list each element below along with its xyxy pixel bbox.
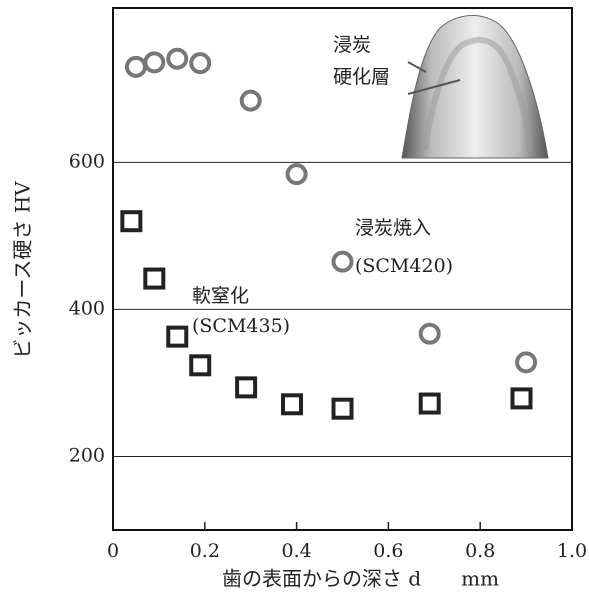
square-point bbox=[191, 356, 209, 374]
square-point bbox=[237, 378, 255, 396]
square-point bbox=[513, 389, 531, 407]
y-tick-label: 600 bbox=[69, 150, 105, 172]
x-tick-label: 1.0 bbox=[557, 540, 587, 562]
circle-point bbox=[421, 325, 439, 343]
y-tick-label: 400 bbox=[69, 297, 105, 319]
y-tick-label: 200 bbox=[69, 444, 105, 466]
square-point bbox=[145, 270, 163, 288]
circle-point bbox=[127, 58, 145, 76]
circle-point bbox=[288, 165, 306, 183]
square-point bbox=[334, 400, 352, 418]
square-point bbox=[168, 328, 186, 346]
annotation: 軟窒化 bbox=[192, 285, 249, 307]
chart: 歯の表面からの深さ d mm ビッカース硬さ HV 200 400 600 0 0.2 0… bbox=[0, 0, 589, 612]
annotation: 硬化層 bbox=[333, 66, 390, 88]
x-tick-label: 0.2 bbox=[190, 540, 220, 562]
x-tick-label: 0.6 bbox=[373, 540, 403, 562]
x-axis-label: 歯の表面からの深さ d mm bbox=[222, 567, 499, 591]
annotation: 浸炭焼入 bbox=[355, 217, 431, 239]
circle-point bbox=[334, 253, 352, 271]
circle-point bbox=[191, 54, 209, 72]
circle-point bbox=[145, 53, 163, 71]
square-point bbox=[283, 395, 301, 413]
square-point bbox=[421, 395, 439, 413]
circle-point bbox=[242, 92, 260, 110]
annotation: 浸炭 bbox=[333, 34, 371, 56]
x-tick-label: 0 bbox=[107, 540, 119, 562]
circle-point bbox=[517, 353, 535, 371]
annotation: (SCM420) bbox=[355, 255, 453, 277]
annotation: (SCM435) bbox=[192, 315, 290, 337]
y-axis-label: ビッカース硬さ HV bbox=[11, 181, 35, 359]
x-tick-label: 0.8 bbox=[465, 540, 495, 562]
square-point bbox=[122, 212, 140, 230]
x-tick-label: 0.4 bbox=[281, 540, 311, 562]
circle-point bbox=[168, 50, 186, 68]
